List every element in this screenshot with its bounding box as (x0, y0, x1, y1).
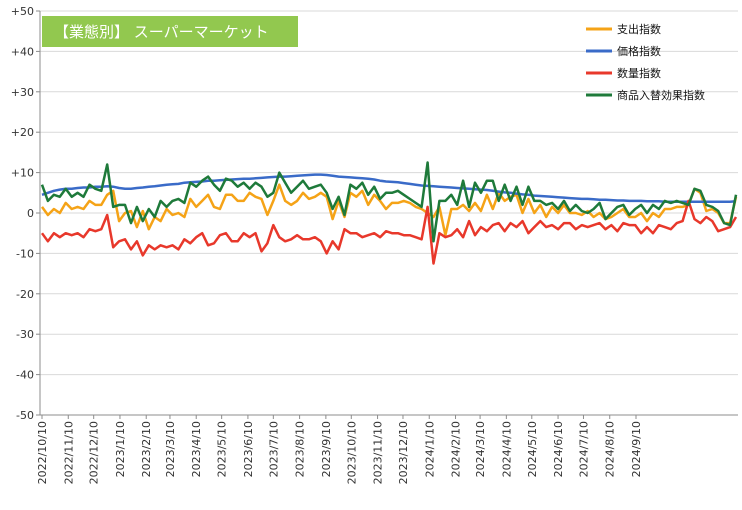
y-tick-label: -30 (16, 328, 34, 341)
x-tick-label: 2022/11/10 (62, 421, 75, 484)
series-line (40, 183, 738, 237)
x-tick-label: 2022/12/10 (88, 421, 101, 484)
x-tick-label: 2023/6/10 (242, 421, 255, 477)
x-tick-label: 2022/10/10 (36, 421, 49, 484)
y-tick-label: -50 (16, 409, 34, 422)
x-tick-label: 2023/2/10 (140, 421, 153, 477)
y-tick-label: +20 (11, 126, 34, 139)
x-tick-label: 2024/7/10 (577, 421, 590, 477)
chart-title-box: 【業態別】 スーパーマーケット (42, 16, 298, 47)
x-tick-label: 2023/1/10 (114, 421, 127, 477)
x-tick-label: 2024/1/10 (423, 421, 436, 477)
x-axis: 2022/10/10 2022/11/10 2022/12/10 2023/1/10 2… (36, 414, 738, 484)
x-tick-label: 2024/2/10 (450, 421, 463, 477)
x-tick-label: 2023/8/10 (294, 421, 307, 477)
x-tick-label: 2023/9/10 (320, 421, 333, 477)
x-tick-label: 2024/9/10 (630, 421, 643, 477)
legend-label: 商品入替効果指数 (617, 88, 705, 102)
x-tick-label: 2023/5/10 (216, 421, 229, 477)
x-tick-label: 2024/6/10 (552, 421, 565, 477)
chart-title: 【業態別】 スーパーマーケット (54, 23, 269, 41)
x-tick-label: 2023/10/10 (345, 421, 358, 484)
y-tick-label: -20 (16, 288, 34, 301)
y-tick-label: +10 (11, 167, 34, 180)
series-lines (40, 161, 738, 265)
y-tick-label: +40 (11, 45, 34, 58)
x-tick-label: 2024/8/10 (604, 421, 617, 477)
series-line (40, 199, 738, 265)
x-tick-label: 2023/3/10 (164, 421, 177, 477)
series-line (40, 161, 738, 243)
x-tick-label: 2024/5/10 (526, 421, 539, 477)
x-tick-label: 2023/12/10 (397, 421, 410, 484)
series-line (41, 173, 737, 203)
y-tick-label: 0 (27, 207, 34, 220)
y-tick-label: -10 (16, 247, 34, 260)
x-tick-label: 2024/3/10 (474, 421, 487, 477)
legend-label: 価格指数 (617, 44, 661, 58)
y-tick-label: +50 (11, 5, 34, 18)
x-tick-label: 2023/4/10 (190, 421, 203, 477)
x-tick-label: 2024/4/10 (500, 421, 513, 477)
y-tick-label: -40 (16, 369, 34, 382)
x-tick-label: 2023/7/10 (267, 421, 280, 477)
legend-label: 支出指数 (617, 22, 661, 36)
x-tick-label: 2023/11/10 (372, 421, 385, 484)
chart-title-background (42, 16, 298, 47)
legend-label: 数量指数 (617, 66, 661, 80)
y-axis: +50 +40 +30 +20 +10 0 -10 -20 -30 -40 -50 (11, 5, 41, 422)
y-tick-label: +30 (11, 86, 34, 99)
